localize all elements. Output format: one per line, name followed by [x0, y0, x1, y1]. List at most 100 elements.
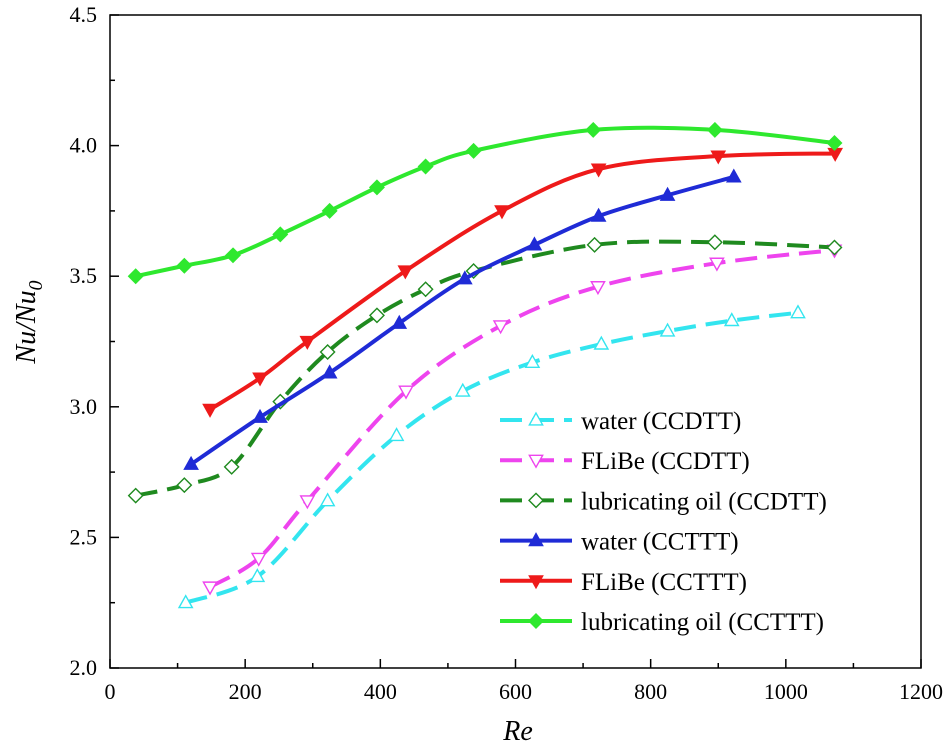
legend-swatch-marker	[528, 492, 544, 509]
y-tick-label: 4.0	[70, 133, 98, 158]
data-point	[223, 458, 240, 475]
data-point	[183, 455, 199, 470]
series-5	[202, 147, 844, 418]
data-point	[202, 581, 218, 596]
x-axis-title: Re	[502, 716, 533, 747]
data-point	[492, 320, 509, 335]
y-tick-label: 2.0	[70, 655, 98, 680]
legend-item: FLiBe (CCTTT)	[500, 569, 747, 596]
data-point	[526, 236, 543, 251]
series-1	[177, 304, 806, 609]
x-tick-label: 1000	[764, 679, 808, 704]
data-point	[417, 281, 434, 298]
data-point	[368, 307, 385, 324]
legend-item: water (CCTTT)	[500, 529, 739, 556]
series-line	[209, 248, 835, 589]
data-point	[127, 268, 144, 285]
axis-ticks	[109, 14, 922, 669]
x-tick-label: 1200	[899, 679, 943, 704]
x-tick-label: 0	[105, 679, 116, 704]
x-tick-label: 200	[229, 679, 262, 704]
data-point	[321, 202, 338, 219]
series-line	[208, 151, 836, 412]
plot-border	[109, 14, 922, 669]
data-point	[586, 236, 603, 253]
legend-swatch-marker	[528, 454, 544, 469]
series-line	[135, 125, 835, 279]
legend-swatch-marker	[528, 613, 544, 629]
data-point	[790, 304, 806, 319]
data-point	[252, 372, 268, 387]
data-point	[368, 179, 385, 196]
data-point	[659, 322, 676, 337]
series-2	[202, 244, 843, 596]
data-point	[319, 343, 336, 360]
data-point	[590, 281, 606, 296]
data-point	[659, 186, 676, 201]
legend-swatch-marker	[528, 575, 544, 590]
data-point	[826, 134, 843, 151]
legend-item: lubricating oil (CCTTT)	[500, 609, 824, 636]
data-point	[593, 335, 610, 350]
data-point	[176, 477, 193, 494]
data-point	[590, 207, 607, 222]
legend-swatch-marker	[528, 411, 544, 426]
data-point	[454, 382, 471, 397]
data-point	[417, 158, 434, 175]
data-point	[388, 427, 405, 442]
legend-label: water (CCDTT)	[581, 408, 741, 435]
data-point	[465, 142, 482, 159]
data-point	[397, 265, 414, 280]
data-point	[456, 270, 473, 285]
data-point	[524, 353, 541, 368]
legend-item: water (CCDTT)	[500, 408, 741, 435]
legend-label: lubricating oil (CCTTT)	[581, 609, 824, 636]
legend-item: FLiBe (CCDTT)	[500, 448, 750, 475]
data-point	[127, 487, 144, 504]
legend-swatch-marker	[528, 532, 544, 547]
y-tick-label: 4.5	[70, 2, 98, 27]
data-point	[202, 403, 218, 418]
series-layer	[127, 121, 844, 609]
data-point	[177, 594, 194, 609]
y-tick-label: 3.0	[70, 394, 98, 419]
data-point	[725, 168, 742, 183]
data-point	[706, 234, 723, 251]
y-axis-title-subscript: 0	[25, 280, 47, 290]
data-point	[826, 239, 843, 256]
y-tick-label: 3.5	[70, 263, 98, 288]
data-point	[590, 163, 607, 178]
y-axis-title-base: Nu/Nu	[11, 290, 42, 364]
legend-label: FLiBe (CCTTT)	[581, 569, 747, 596]
data-point	[391, 314, 408, 329]
data-point	[249, 568, 266, 583]
data-point	[494, 205, 510, 220]
data-point	[706, 121, 723, 138]
legend-label: FLiBe (CCDTT)	[581, 448, 750, 475]
legend-label: water (CCTTT)	[581, 529, 739, 556]
data-point	[319, 492, 336, 507]
series-3	[127, 234, 843, 504]
data-point	[272, 226, 289, 243]
data-point	[723, 312, 740, 327]
data-point	[398, 385, 414, 400]
legend: water (CCDTT) FLiBe (CCDTT) lubricating oi…	[500, 408, 827, 636]
data-point	[709, 257, 725, 272]
data-point	[585, 121, 602, 138]
series-6	[127, 121, 843, 285]
x-tick-label: 600	[499, 679, 532, 704]
legend-label: lubricating oil (CCDTT)	[581, 488, 827, 515]
legend-item: lubricating oil (CCDTT)	[500, 488, 827, 515]
data-point	[176, 257, 193, 274]
data-point	[299, 335, 316, 350]
x-tick-label: 800	[634, 679, 667, 704]
data-point	[321, 364, 338, 379]
data-point	[710, 150, 727, 165]
y-axis-title: Nu/Nu0	[11, 280, 47, 364]
plot-frame	[109, 14, 922, 669]
y-tick-label: 2.5	[70, 524, 98, 549]
x-tick-label: 400	[364, 679, 397, 704]
data-point	[252, 408, 268, 423]
data-point	[225, 247, 241, 264]
